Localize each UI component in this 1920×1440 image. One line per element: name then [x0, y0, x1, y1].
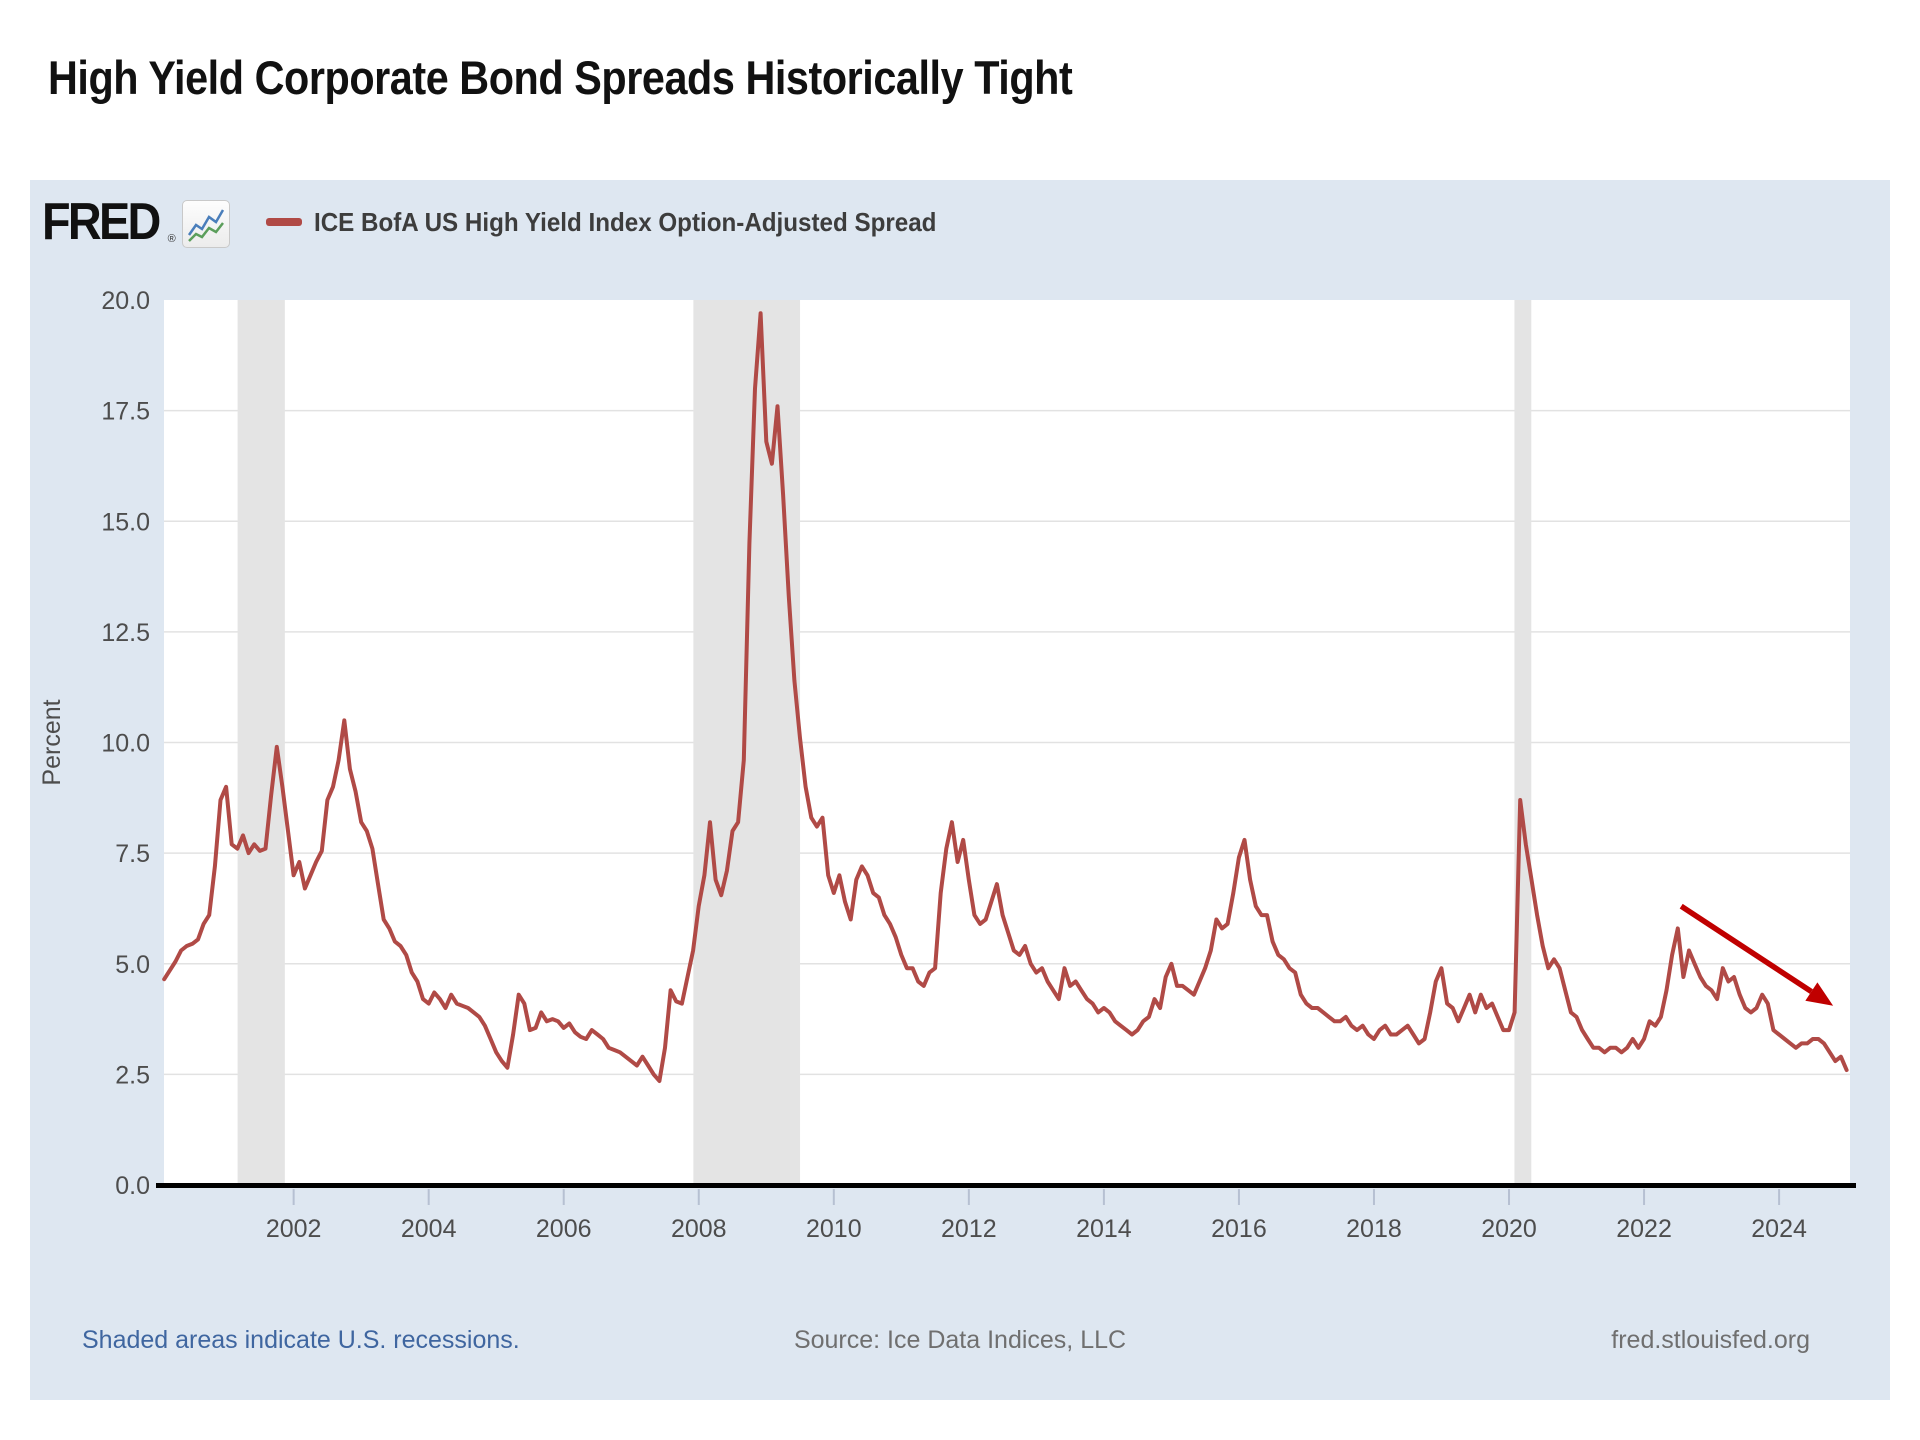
fred-chart-card: FRED ® ICE BofA US High Yield Index Opti… [30, 180, 1890, 1400]
recession-band [237, 300, 285, 1185]
legend-label: ICE BofA US High Yield Index Option-Adju… [313, 206, 937, 237]
y-tick-label: 0.0 [115, 1172, 150, 1200]
source-note: Source: Ice Data Indices, LLC [793, 1325, 1127, 1354]
y-tick-label: 2.5 [115, 1061, 150, 1089]
x-tick-label: 2024 [1751, 1215, 1807, 1243]
page-title: High Yield Corporate Bond Spreads Histor… [48, 51, 1073, 104]
y-tick-label: 12.5 [101, 619, 150, 647]
registered-mark-icon: ® [167, 233, 176, 245]
y-tick-label: 15.0 [101, 508, 150, 536]
trend-arrow [1679, 903, 1813, 994]
x-tick-label: 2010 [806, 1215, 862, 1243]
y-tick-label: 5.0 [115, 951, 150, 979]
chart-footer: Shaded areas indicate U.S. recessions. S… [30, 1318, 1890, 1362]
x-axis-line [156, 1183, 1856, 1188]
fred-logo: FRED ® [42, 196, 230, 248]
recession-band [693, 300, 801, 1185]
fred-url-link[interactable]: fred.stlouisfed.org [1611, 1325, 1810, 1354]
x-tick-label: 2006 [536, 1215, 592, 1243]
legend: ICE BofA US High Yield Index Option-Adju… [265, 206, 983, 238]
y-axis-title: Percent [38, 699, 66, 785]
y-tick-label: 7.5 [115, 840, 150, 868]
y-tick-label: 20.0 [101, 287, 150, 315]
x-tick-label: 2020 [1481, 1215, 1537, 1243]
series-line [162, 311, 1849, 1083]
recession-band [1514, 300, 1532, 1185]
fred-logo-text: FRED [42, 193, 161, 251]
recession-note: Shaded areas indicate U.S. recessions. [82, 1325, 520, 1354]
plot: 2002 2004 2006 2008 2010 2012 2014 2016 2018 2020… [38, 287, 1856, 1243]
fred-logo-chart-icon [181, 200, 230, 248]
x-tick-label: 2014 [1076, 1215, 1132, 1243]
x-tick-label: 2002 [266, 1215, 322, 1243]
x-tick-label: 2016 [1211, 1215, 1267, 1243]
trend-arrow-head-icon [1805, 982, 1834, 1006]
y-tick-label: 17.5 [101, 398, 150, 426]
y-tick-label: 10.0 [101, 730, 150, 758]
chart-header: FRED ® ICE BofA US High Yield Index Opti… [42, 192, 983, 252]
x-tick-label: 2018 [1346, 1215, 1402, 1243]
legend-series-marker-icon [265, 218, 302, 226]
x-tick-label: 2012 [941, 1215, 997, 1243]
x-tick-label: 2004 [401, 1215, 457, 1243]
x-tick-label: 2008 [671, 1215, 727, 1243]
x-tick-label: 2022 [1616, 1215, 1672, 1243]
